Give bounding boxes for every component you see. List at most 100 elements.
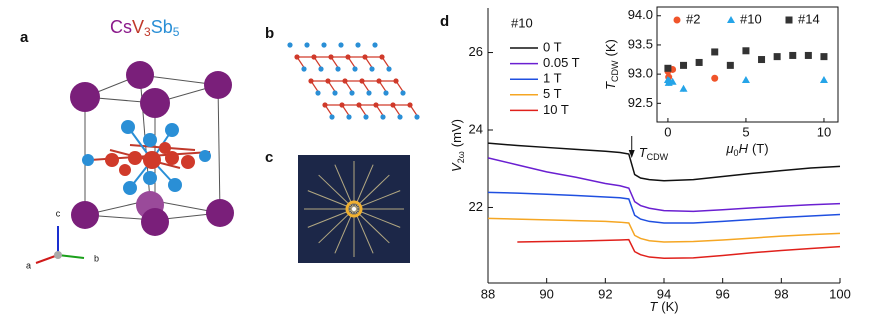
line-series bbox=[487, 217, 841, 243]
y-axis-label: TCDW (K) bbox=[603, 39, 620, 90]
x-tick-label: 88 bbox=[481, 286, 495, 301]
label-part: 2ω bbox=[456, 151, 466, 163]
atom bbox=[386, 66, 392, 72]
atom bbox=[318, 66, 324, 72]
label-part: T bbox=[649, 299, 658, 314]
formula-part: 3 bbox=[144, 25, 151, 39]
label-part: μ bbox=[725, 141, 733, 156]
panel-label: d bbox=[440, 13, 449, 30]
point bbox=[726, 61, 734, 69]
y-tick-label: 22 bbox=[469, 199, 483, 214]
axis-label: b bbox=[94, 253, 99, 263]
point bbox=[741, 75, 750, 83]
point bbox=[680, 61, 688, 69]
x-tick-label: 92 bbox=[598, 286, 612, 301]
axis-label: a bbox=[26, 260, 31, 270]
legend-label: 10 T bbox=[543, 102, 569, 117]
atom bbox=[380, 114, 386, 120]
y-axis-label: V2ω (mV) bbox=[449, 119, 466, 172]
x-tick-label: 96 bbox=[715, 286, 729, 301]
atom bbox=[315, 90, 321, 96]
point bbox=[819, 75, 828, 83]
lattice bbox=[287, 42, 420, 120]
point bbox=[742, 47, 750, 55]
atom bbox=[383, 90, 389, 96]
formula-part: 5 bbox=[173, 25, 180, 39]
legend-label: 0.05 T bbox=[543, 55, 580, 70]
line-series bbox=[487, 191, 841, 224]
legend-marker bbox=[727, 16, 735, 23]
x-tick-label: 94 bbox=[657, 286, 671, 301]
x-tick-label: 90 bbox=[539, 286, 553, 301]
formula-part: Cs bbox=[110, 17, 132, 37]
point bbox=[711, 74, 719, 82]
line-series bbox=[487, 142, 841, 182]
point bbox=[758, 56, 766, 64]
point bbox=[668, 77, 677, 85]
atom bbox=[414, 114, 420, 120]
label-part: (K) bbox=[661, 299, 678, 314]
atom bbox=[349, 90, 355, 96]
panel-label: c bbox=[265, 149, 273, 166]
atom bbox=[346, 114, 352, 120]
annotation: TCDW bbox=[639, 145, 669, 162]
point bbox=[679, 84, 688, 92]
atom bbox=[372, 42, 378, 48]
x-axis-label: μ0H (T) bbox=[725, 141, 768, 158]
legend-title: #10 bbox=[511, 15, 533, 30]
atom bbox=[355, 42, 361, 48]
formula-part: Sb bbox=[151, 17, 173, 37]
label-part: 0 bbox=[734, 148, 739, 158]
atom bbox=[301, 66, 307, 72]
atom bbox=[338, 42, 344, 48]
atoms bbox=[70, 61, 234, 236]
x-tick-label: 10 bbox=[817, 124, 831, 139]
legend-label: 0 T bbox=[543, 39, 562, 54]
label-part: (K) bbox=[603, 39, 618, 56]
atom bbox=[335, 66, 341, 72]
panel-label: b bbox=[265, 25, 274, 42]
atom bbox=[366, 90, 372, 96]
legend-label: 1 T bbox=[543, 71, 562, 86]
point bbox=[773, 53, 781, 61]
annotation-part: T bbox=[639, 145, 648, 160]
point bbox=[820, 53, 828, 61]
x-tick-label: 0 bbox=[664, 124, 671, 139]
point bbox=[711, 48, 719, 56]
y-tick-label: 93.5 bbox=[628, 36, 653, 51]
legend-label: #10 bbox=[740, 11, 762, 26]
axis-triad bbox=[35, 226, 85, 264]
arrow-head bbox=[628, 150, 635, 158]
atom bbox=[369, 66, 375, 72]
point bbox=[664, 64, 672, 72]
inset-frame bbox=[656, 6, 839, 123]
line-series bbox=[517, 238, 841, 259]
y-tick-label: 93.0 bbox=[628, 66, 653, 81]
atom bbox=[304, 42, 310, 48]
legend-label: #2 bbox=[686, 11, 700, 26]
atom bbox=[400, 90, 406, 96]
x-tick-label: 5 bbox=[742, 124, 749, 139]
atom bbox=[329, 114, 335, 120]
atom bbox=[332, 90, 338, 96]
legend-marker bbox=[673, 16, 681, 24]
label-part: H bbox=[739, 141, 749, 156]
x-tick-label: 100 bbox=[829, 286, 851, 301]
y-tick-label: 94.0 bbox=[628, 7, 653, 22]
label-part: CDW bbox=[610, 60, 620, 82]
annotation-part: CDW bbox=[647, 152, 669, 162]
x-axis-label: T (K) bbox=[649, 299, 678, 314]
atom bbox=[397, 114, 403, 120]
atom bbox=[352, 66, 358, 72]
axis-label: c bbox=[56, 208, 61, 218]
legend-label: #14 bbox=[798, 11, 820, 26]
line-series bbox=[487, 157, 841, 213]
x-tick-label: 98 bbox=[774, 286, 788, 301]
diffraction-image bbox=[298, 155, 410, 263]
legend-marker bbox=[785, 16, 793, 24]
y-tick-label: 92.5 bbox=[628, 95, 653, 110]
point bbox=[789, 51, 797, 59]
label-part: (T) bbox=[752, 141, 769, 156]
y-tick-label: 26 bbox=[469, 44, 483, 59]
